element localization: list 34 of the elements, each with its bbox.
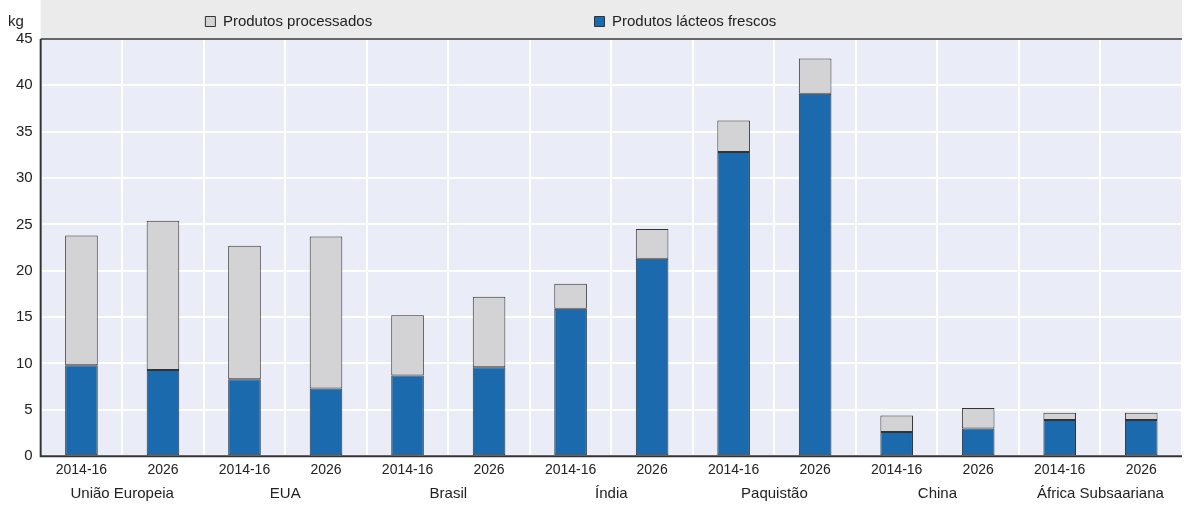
x-tick-label: 2026 bbox=[799, 461, 831, 478]
y-tick-label: 0 bbox=[24, 446, 33, 464]
text: Paquistão bbox=[741, 483, 808, 501]
y-axis-title: kg bbox=[8, 11, 24, 29]
y-tick-label: 15 bbox=[16, 307, 33, 325]
x-tick-label: 2026 bbox=[310, 461, 342, 478]
x-tick-label: 2014-16 bbox=[707, 461, 760, 478]
y-tick-label: 20 bbox=[16, 260, 33, 278]
x-tick-label: 2026 bbox=[962, 461, 994, 478]
x-tick-label: 2014-16 bbox=[870, 461, 923, 478]
y-tick-label: 10 bbox=[16, 353, 33, 371]
y-tick-label: 40 bbox=[16, 75, 33, 93]
y-tick-label: 45 bbox=[16, 29, 33, 47]
x-tick-label: 2026 bbox=[473, 461, 505, 478]
y-tick-label: 5 bbox=[24, 399, 33, 417]
x-tick-label: 2014-16 bbox=[1034, 461, 1086, 478]
text: União Europeia bbox=[70, 483, 175, 501]
text: China bbox=[917, 483, 958, 501]
x-tick-label: 2014-16 bbox=[55, 461, 108, 478]
y-tick-label: 25 bbox=[16, 214, 33, 232]
x-tick-label: 2014-16 bbox=[381, 461, 434, 478]
text: EUA bbox=[269, 483, 301, 501]
x-tick-label: 2026 bbox=[147, 461, 179, 478]
x-tick-label: 2026 bbox=[636, 461, 668, 478]
x-tick-label: 2014-16 bbox=[544, 461, 597, 478]
x-tick-label: 2014-16 bbox=[218, 461, 271, 478]
legend-label: Produtos processados bbox=[222, 11, 581, 29]
text: Brasil bbox=[429, 483, 468, 501]
x-tick-label: 2026 bbox=[1125, 461, 1158, 478]
text: África Subsaariana bbox=[1037, 483, 1165, 501]
legend-label: Produtos lácteos frescos bbox=[612, 11, 985, 29]
text: Índia bbox=[595, 483, 629, 501]
y-tick-label: 30 bbox=[16, 168, 33, 186]
y-tick-label: 35 bbox=[16, 121, 33, 139]
